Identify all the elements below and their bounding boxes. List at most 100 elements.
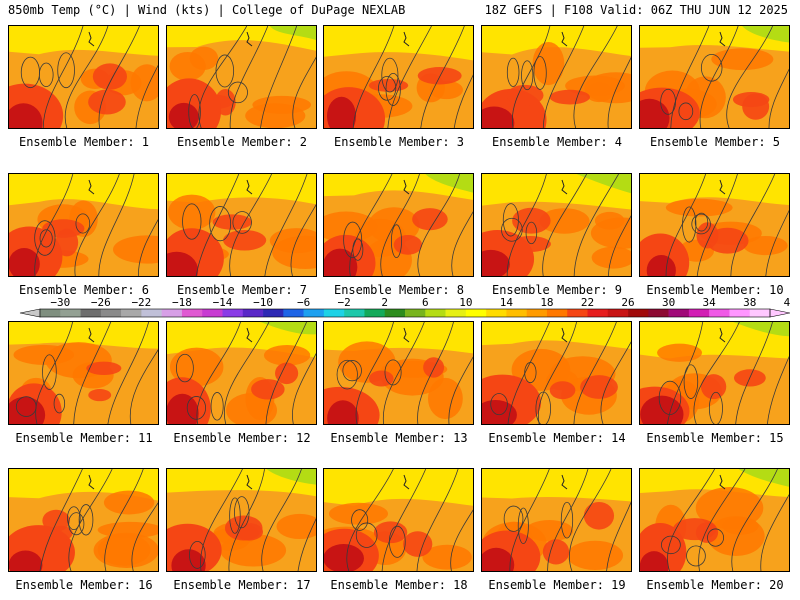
colorbar-tick-label: 22 [581,297,594,309]
colorbar-tick-label: 18 [540,297,553,309]
colorbar-swatch [526,309,548,317]
ensemble-member-map [166,173,317,277]
colorbar-swatch [445,309,467,317]
temperature-field [640,469,789,571]
ensemble-member-label: Ensemble Member: 8 [333,283,465,297]
colorbar-tick-label: −22 [131,297,151,309]
colorbar-swatch [263,309,284,317]
ensemble-member-map [166,468,317,572]
temperature-field [640,174,789,276]
ensemble-member-map [8,468,159,572]
colorbar-tick-label: −10 [253,297,273,309]
colorbar-tick-label: −14 [213,297,233,309]
colorbar-swatch [364,309,386,317]
colorbar-tick-label: −18 [172,297,192,309]
ensemble-member-label: Ensemble Member: 15 [646,431,784,445]
colorbar-swatch [242,309,264,317]
colorbar-swatch [141,309,162,317]
temperature-field [9,469,158,571]
ensemble-member-map [481,468,632,572]
ensemble-member-map [323,468,474,572]
temperature-field [640,26,789,128]
ensemble-member-label: Ensemble Member: 7 [176,283,308,297]
temperature-field [9,174,158,276]
colorbar-swatch [303,309,325,317]
colorbar-frame [39,308,771,318]
ensemble-member-label: Ensemble Member: 5 [649,135,781,149]
colorbar-swatch [567,309,588,317]
ensemble-member-label: Ensemble Member: 9 [491,283,623,297]
colorbar-swatch [344,309,365,317]
colorbar-swatch [121,309,142,317]
colorbar-tick-label: 10 [459,297,472,309]
temperature-colorbar: −30 −26 −22 −18 −14 −10 −6 −2 2 6 10 14 18 22 26 30 34 38… [10,297,790,323]
temperature-field [640,322,789,424]
ensemble-member-map [323,173,474,277]
ensemble-member-label: Ensemble Member: 1 [18,135,150,149]
ensemble-member-map [166,25,317,129]
colorbar-swatch [729,309,751,317]
temperature-field [167,469,316,571]
temperature-field [167,322,316,424]
ensemble-member-map [639,25,790,129]
ensemble-member-map [639,321,790,425]
colorbar-tick-label: 38 [743,297,756,309]
colorbar-swatch [405,309,426,317]
colorbar-swatch [486,309,507,317]
colorbar-swatch [161,309,183,317]
colorbar-swatch [40,309,61,317]
colorbar-swatch [425,309,446,317]
ensemble-member-label: Ensemble Member: 18 [330,578,468,592]
ensemble-member-map [166,321,317,425]
colorbar-tick-label: 30 [662,297,675,309]
map-title: 850mb Temp (°C) | Wind (kts) | College o… [8,3,406,17]
ensemble-member-label: Ensemble Member: 20 [646,578,784,592]
colorbar-tick-label: 14 [500,297,514,309]
ensemble-member-map [8,173,159,277]
colorbar-tick-label: 34 [703,297,717,309]
temperature-field [482,322,631,424]
colorbar-swatch [648,309,669,317]
ensemble-member-label: Ensemble Member: 12 [173,431,311,445]
colorbar-swatch [60,309,81,317]
temperature-field [9,322,158,424]
colorbar-swatch [668,309,690,317]
colorbar-tick-label: −26 [91,297,111,309]
colorbar-tick-label: −6 [297,297,310,309]
colorbar-swatch [688,309,710,317]
colorbar-min-arrow [19,308,41,318]
ensemble-member-map [639,173,790,277]
temperature-field [324,26,473,128]
colorbar-tick-label: 42 [784,297,790,309]
ensemble-member-label: Ensemble Member: 4 [491,135,623,149]
colorbar-tick-label: −30 [50,297,70,309]
colorbar-swatch [607,309,629,317]
colorbar-swatch [506,309,527,317]
temperature-field [482,26,631,128]
colorbar-swatch [202,309,223,317]
colorbar-swatch [323,309,345,317]
ensemble-member-map [481,25,632,129]
ensemble-member-label: Ensemble Member: 6 [18,283,150,297]
colorbar-swatch [181,309,203,317]
colorbar-swatch [80,309,102,317]
ensemble-member-label: Ensemble Member: 10 [646,283,784,297]
colorbar-tick-label: −2 [338,297,351,309]
temperature-field [324,174,473,276]
ensemble-member-label: Ensemble Member: 13 [330,431,468,445]
ensemble-member-map [8,321,159,425]
temperature-field [167,26,316,128]
temperature-field [482,469,631,571]
colorbar-swatch [222,309,244,317]
colorbar-swatch [100,309,122,317]
temperature-field [9,26,158,128]
colorbar-swatch [709,309,730,317]
temperature-field [482,174,631,276]
ensemble-member-map [323,25,474,129]
ensemble-member-map [8,25,159,129]
colorbar-swatch [546,309,568,317]
colorbar-tick-label: 6 [422,297,429,309]
colorbar-swatch [587,309,609,317]
ensemble-member-label: Ensemble Member: 17 [173,578,311,592]
colorbar-swatch [465,309,487,317]
